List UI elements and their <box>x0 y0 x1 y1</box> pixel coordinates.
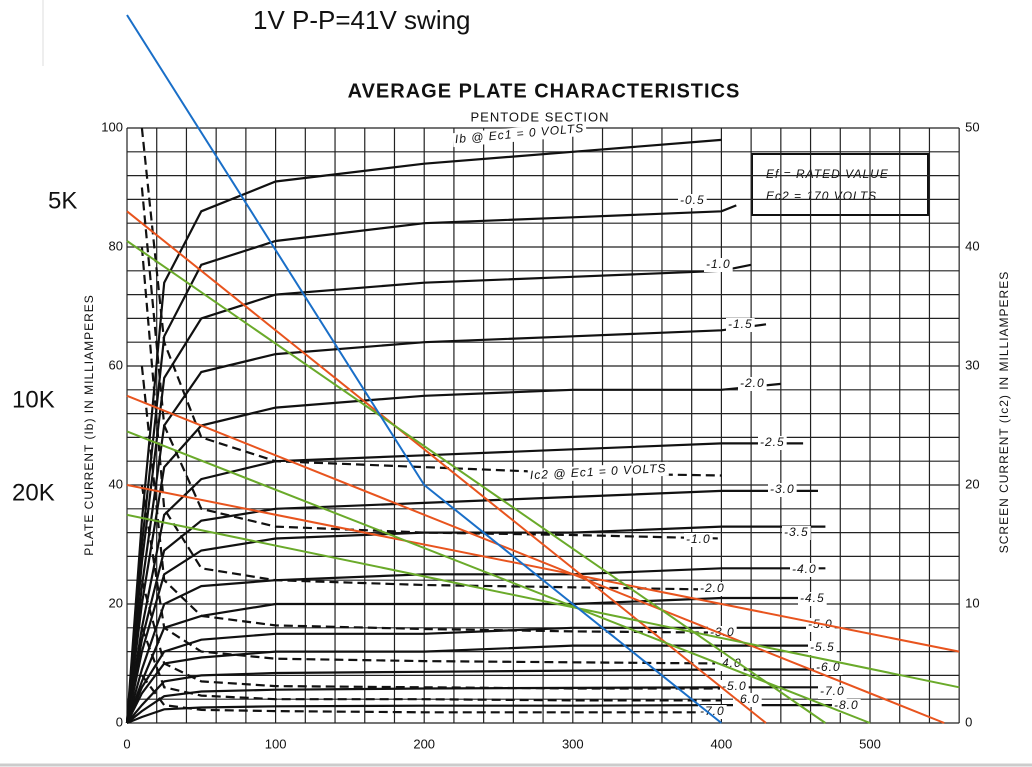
label-bg <box>698 582 727 596</box>
curve <box>140 187 722 540</box>
label-bg <box>782 526 811 540</box>
x-tick-label: 100 <box>265 736 287 751</box>
curve-label: -1.0 <box>706 257 731 271</box>
load-line <box>126 14 723 724</box>
curve-label: -8.0 <box>834 698 859 712</box>
subtitle: PENTODE SECTION <box>470 109 609 124</box>
label-bg <box>738 377 767 391</box>
label-bg <box>814 661 843 675</box>
curve <box>125 525 826 724</box>
load-label: 20K <box>12 479 55 506</box>
curve-label: -2.5 <box>760 435 785 449</box>
curve <box>126 686 826 724</box>
label-bg <box>720 680 749 694</box>
label-bg <box>808 641 837 655</box>
curve-label: -4.0 <box>792 562 817 576</box>
label-bg <box>704 258 733 272</box>
curve <box>125 382 781 724</box>
label-bg <box>768 483 797 497</box>
load-line <box>126 394 945 724</box>
y-tick-label: 40 <box>109 476 123 491</box>
y2-tick-label: 50 <box>965 119 979 134</box>
load-line <box>126 430 871 724</box>
curve-label: -1.0 <box>686 532 711 546</box>
curve-label: -3.5 <box>784 525 809 539</box>
label-bg <box>678 194 707 208</box>
curve-label: Ib @ Ec1 = 0 VOLTS <box>454 121 584 146</box>
label-bg <box>790 563 819 577</box>
label-bg <box>698 705 727 719</box>
y2-tick-label: 40 <box>965 238 979 253</box>
curve-label: -0.5 <box>680 193 705 207</box>
curve-label: -2.0 <box>700 581 725 595</box>
info-text: Ef = RATED VALUE <box>766 167 889 181</box>
curve-label: -5.5 <box>810 640 835 654</box>
label-bg <box>798 592 827 606</box>
curve <box>141 674 722 714</box>
label-bg <box>527 461 669 484</box>
y-tick-label: 20 <box>109 595 123 610</box>
curve <box>126 668 826 724</box>
y-tick-label: 80 <box>109 238 123 253</box>
curve-label: -4.5 <box>800 591 825 605</box>
load-line <box>126 210 767 724</box>
load-label: 10K <box>12 386 55 413</box>
curve <box>140 627 722 702</box>
curve-label: -7.0 <box>700 704 725 718</box>
y2-tick-label: 20 <box>965 476 979 491</box>
y2-tick-label: 10 <box>965 595 979 610</box>
curve <box>125 263 752 724</box>
curve <box>140 484 722 665</box>
curve <box>125 138 722 724</box>
x-tick-label: 300 <box>562 736 584 751</box>
curve <box>125 204 737 724</box>
y-tick-label: 0 <box>116 714 123 729</box>
load-line <box>126 240 826 724</box>
label-bg <box>452 121 587 148</box>
curve <box>140 365 722 634</box>
y-tick-label: 60 <box>109 357 123 372</box>
curve <box>140 579 722 690</box>
label-bg <box>726 318 755 332</box>
load-line <box>126 484 960 653</box>
label-bg <box>684 533 713 547</box>
curve-label: -1.5 <box>728 317 753 331</box>
x-tick-label: 0 <box>123 736 130 751</box>
curve <box>140 246 722 591</box>
curve <box>125 596 826 724</box>
curve-label: -6.0 <box>735 692 760 706</box>
chart-title: AVERAGE PLATE CHARACTERISTICS <box>348 80 741 102</box>
y-axis-label: PLATE CURRENT (Ib) IN MILLIAMPERES <box>82 294 96 556</box>
y-tick-label: 100 <box>101 119 123 134</box>
load-label: 5K <box>48 187 77 214</box>
info-text: Ec2 = 170 VOLTS <box>766 189 877 203</box>
y2-tick-label: 0 <box>965 714 972 729</box>
label-bg <box>818 685 847 699</box>
x-tick-label: 200 <box>413 736 435 751</box>
x-tick-label: 400 <box>711 736 733 751</box>
curve <box>126 704 841 725</box>
y2-tick-label: 30 <box>965 357 979 372</box>
x-tick-label: 500 <box>859 736 881 751</box>
label-bg <box>758 436 787 450</box>
label-bg <box>832 699 861 713</box>
curve-label: -2.0 <box>740 376 765 390</box>
annotation: 1V P-P=41V swing <box>253 5 471 35</box>
curve-label: -6.0 <box>816 660 841 674</box>
curve-label: -7.0 <box>820 684 845 698</box>
curve-label: -3.0 <box>770 482 795 496</box>
curve-label: -5.0 <box>722 679 747 693</box>
curve <box>140 127 722 477</box>
load-line <box>126 513 960 689</box>
y2-axis-label: SCREEN CURRENT (Ic2) IN MILLIAMPERES <box>997 271 1011 554</box>
